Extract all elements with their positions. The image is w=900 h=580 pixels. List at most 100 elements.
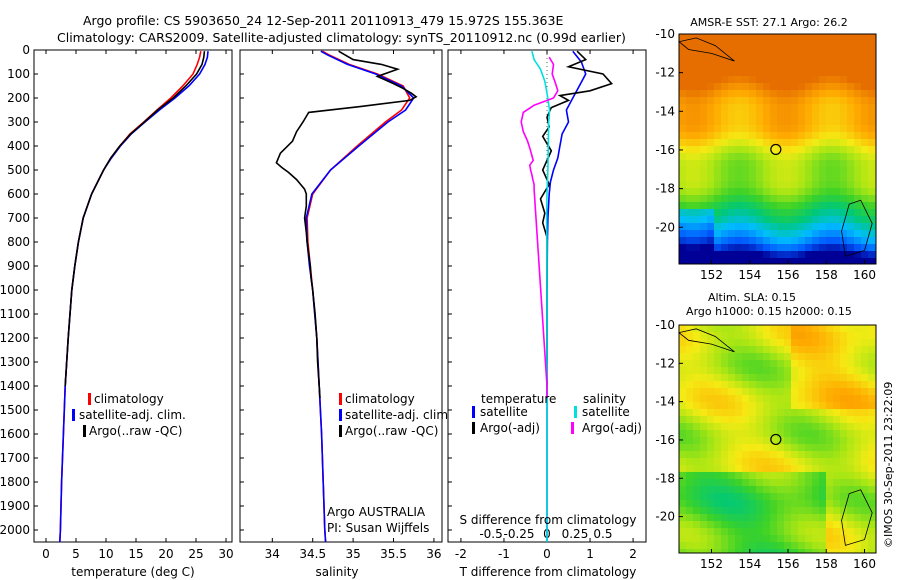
map-cell (798, 465, 805, 472)
map-cell (819, 90, 826, 97)
map-cell (777, 353, 784, 360)
map-cell (756, 160, 763, 167)
map-cell (770, 62, 777, 69)
map-cell (714, 132, 721, 139)
legend-label-sal-satellite: satellite (582, 405, 630, 419)
map-cell (847, 188, 854, 195)
map-cell (707, 237, 714, 244)
map-cell (854, 416, 861, 423)
map-cell (798, 237, 805, 244)
map-cell (728, 244, 735, 251)
map-cell (721, 521, 728, 528)
map-cell (735, 549, 742, 553)
map-cell (763, 139, 770, 146)
map-cell (770, 367, 777, 374)
map-cell (756, 237, 763, 244)
legend-swatch-argo (83, 425, 86, 437)
map-cell (749, 479, 756, 486)
map-cell (791, 416, 798, 423)
map-cell (791, 472, 798, 479)
map-cell (798, 223, 805, 230)
map-cell (700, 542, 707, 549)
map-cell (777, 542, 784, 549)
map-cell (791, 444, 798, 451)
map-cell (770, 34, 777, 41)
map-cell (679, 153, 686, 160)
map-cell (686, 188, 693, 195)
map-cell (707, 41, 714, 48)
map-cell (742, 83, 749, 90)
map-cell (686, 174, 693, 181)
map-cell (770, 346, 777, 353)
map-cell (728, 188, 735, 195)
y-tick-label: -12 (655, 356, 675, 370)
map-cell (805, 251, 812, 258)
map-cell (714, 146, 721, 153)
map-cell (826, 237, 833, 244)
map-cell (714, 223, 721, 230)
map-cell (819, 146, 826, 153)
map-cell (721, 388, 728, 395)
map-cell (868, 451, 875, 458)
map-cell (721, 465, 728, 472)
map-cell (784, 48, 791, 55)
map-cell (784, 388, 791, 395)
map-cell (847, 237, 854, 244)
map-cell (798, 62, 805, 69)
map-cell (707, 160, 714, 167)
map-cell (819, 423, 826, 430)
y-tick-label: 300 (7, 115, 30, 129)
map-cell (798, 472, 805, 479)
map-cell (714, 34, 721, 41)
map-cell (693, 451, 700, 458)
map-cell (777, 514, 784, 521)
map-cell (679, 353, 686, 360)
map-cell (721, 41, 728, 48)
map-cell (840, 41, 847, 48)
map-cell (735, 430, 742, 437)
map-cell (679, 188, 686, 195)
map-cell (742, 34, 749, 41)
map-cell (756, 48, 763, 55)
map-cell (868, 486, 875, 493)
map-cell (693, 402, 700, 409)
map-cell (805, 76, 812, 83)
map-cell (861, 237, 868, 244)
map-cell (714, 48, 721, 55)
y-tick-label: 2000 (0, 523, 30, 537)
map-cell (728, 41, 735, 48)
map-cell (840, 90, 847, 97)
map-cell (728, 325, 735, 332)
map-cell (826, 451, 833, 458)
map-cell (714, 251, 721, 258)
map-cell (798, 181, 805, 188)
map-cell (819, 111, 826, 118)
map-cell (854, 41, 861, 48)
map-cell (742, 542, 749, 549)
map-cell (756, 132, 763, 139)
map-cell (854, 83, 861, 90)
map-cell (777, 451, 784, 458)
map-cell (812, 69, 819, 76)
map-cell (840, 195, 847, 202)
map-cell (686, 500, 693, 507)
map-cell (861, 83, 868, 90)
map-cell (812, 97, 819, 104)
map-cell (826, 216, 833, 223)
map-cell (840, 111, 847, 118)
map-cell (693, 188, 700, 195)
series-line-satellite-adj-clim- (305, 50, 415, 543)
map-cell (777, 402, 784, 409)
map-cell (861, 34, 868, 41)
map-cell (777, 195, 784, 202)
series-line-salinity-satellite (531, 50, 551, 542)
map-cell (847, 486, 854, 493)
map-cell (707, 339, 714, 346)
map-cell (826, 48, 833, 55)
map-cell (798, 258, 805, 264)
map-cell (812, 125, 819, 132)
map-cell (700, 160, 707, 167)
map-cell (763, 69, 770, 76)
map-cell (791, 374, 798, 381)
map-cell (812, 458, 819, 465)
